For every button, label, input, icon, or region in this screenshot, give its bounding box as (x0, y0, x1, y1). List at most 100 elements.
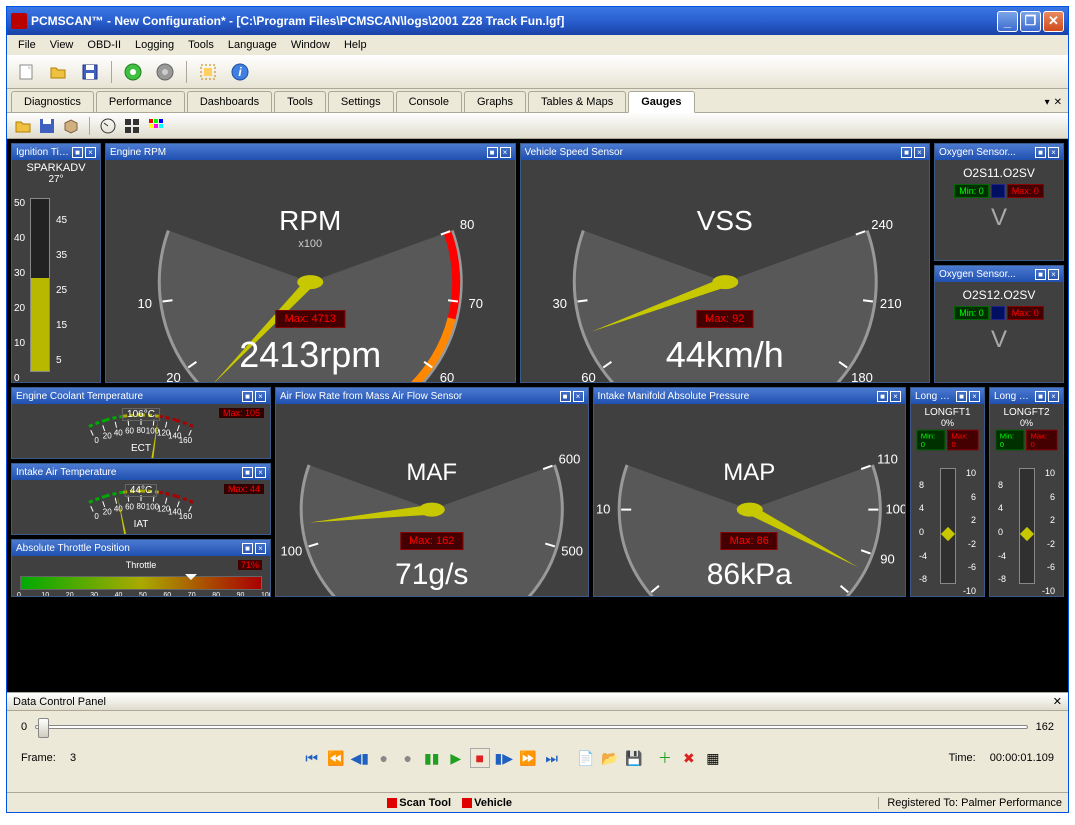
tab-performance[interactable]: Performance (96, 91, 185, 112)
new-log-icon[interactable]: 📄 (576, 748, 596, 768)
stop-button[interactable]: ■ (470, 748, 490, 768)
menu-tools[interactable]: Tools (181, 37, 221, 53)
tab-console[interactable]: Console (396, 91, 462, 112)
tab-tools[interactable]: Tools (274, 91, 326, 112)
info-button[interactable]: i (227, 59, 253, 85)
dashboard: Ignition Timi...■× SPARKADV 27° 50403020… (7, 139, 1068, 692)
tab-diagnostics[interactable]: Diagnostics (11, 91, 94, 112)
skip-start-button[interactable]: ⏮ (302, 748, 322, 768)
vehicle-label: Vehicle (474, 797, 512, 809)
svg-text:80: 80 (137, 426, 146, 435)
panel-min-icon[interactable]: ■ (242, 543, 253, 554)
ffwd-button[interactable]: ⏩ (518, 748, 538, 768)
svg-text:160: 160 (179, 436, 193, 445)
panel-min-icon[interactable]: ■ (242, 391, 253, 402)
menu-window[interactable]: Window (284, 37, 337, 53)
panel-title: Engine RPM (110, 147, 485, 158)
layout-button[interactable] (195, 59, 221, 85)
open-log-icon[interactable]: 📂 (600, 748, 620, 768)
rewind-button[interactable]: ⏪ (326, 748, 346, 768)
tab-graphs[interactable]: Graphs (464, 91, 526, 112)
panel-min-icon[interactable]: ■ (1035, 391, 1046, 402)
panel-close-icon[interactable]: × (914, 147, 925, 158)
panel-close-icon[interactable]: × (1048, 391, 1059, 402)
gauge-value: 2413rpm (106, 334, 515, 376)
tab-settings[interactable]: Settings (328, 91, 394, 112)
tab-gauges[interactable]: Gauges (628, 91, 694, 113)
scan-tool-swatch (387, 798, 397, 808)
panel-min-icon[interactable]: ■ (242, 467, 253, 478)
panel-close-icon[interactable]: × (969, 391, 980, 402)
tab-tables---maps[interactable]: Tables & Maps (528, 91, 626, 112)
add-marker-icon[interactable]: ＋ (655, 748, 675, 768)
menu-obd-ii[interactable]: OBD-II (80, 37, 128, 53)
panel-close-icon[interactable]: × (85, 147, 96, 158)
gauge-label: ECT (131, 443, 151, 454)
main-toolbar: i (7, 55, 1068, 89)
dcp-close-icon[interactable]: ✕ (1053, 695, 1062, 708)
gauge-dial-icon[interactable] (98, 116, 118, 136)
menu-view[interactable]: View (43, 37, 81, 53)
save-icon[interactable] (37, 116, 57, 136)
menu-language[interactable]: Language (221, 37, 284, 53)
menu-logging[interactable]: Logging (128, 37, 181, 53)
connect-button[interactable] (120, 59, 146, 85)
gauge-max: Max: 86 (721, 532, 778, 550)
slider-min: 0 (21, 721, 27, 733)
play-button[interactable]: ▶ (446, 748, 466, 768)
panel-title: Oxygen Sensor... (939, 269, 1033, 280)
panel-close-icon[interactable]: × (255, 391, 266, 402)
record-button[interactable]: ● (398, 748, 418, 768)
panel-close-icon[interactable]: × (1048, 269, 1059, 280)
panel-min-icon[interactable]: ■ (1035, 269, 1046, 280)
svg-text:40: 40 (114, 428, 123, 437)
save-log-icon[interactable]: 💾 (624, 748, 644, 768)
panel-min-icon[interactable]: ■ (901, 147, 912, 158)
panel-close-icon[interactable]: × (500, 147, 511, 158)
panel-min-icon[interactable]: ■ (877, 391, 888, 402)
layout-grid-icon[interactable] (122, 116, 142, 136)
open-file-button[interactable] (45, 59, 71, 85)
new-file-button[interactable] (13, 59, 39, 85)
save-button[interactable] (77, 59, 103, 85)
grid-icon[interactable]: ▦ (703, 748, 723, 768)
panel-min-icon[interactable]: ■ (72, 147, 83, 158)
panel-close-icon[interactable]: × (573, 391, 584, 402)
remove-marker-icon[interactable]: ✖ (679, 748, 699, 768)
record-off-button[interactable]: ● (374, 748, 394, 768)
box-icon[interactable] (61, 116, 81, 136)
tab-dashboards[interactable]: Dashboards (187, 91, 272, 112)
menu-file[interactable]: File (11, 37, 43, 53)
tabstrip-close[interactable]: ✕ (1054, 97, 1062, 108)
panel-min-icon[interactable]: ■ (1035, 147, 1046, 158)
panel-close-icon[interactable]: × (255, 467, 266, 478)
menu-help[interactable]: Help (337, 37, 374, 53)
maximize-button[interactable]: ❐ (1020, 11, 1041, 32)
panel-close-icon[interactable]: × (255, 543, 266, 554)
panel-close-icon[interactable]: × (890, 391, 901, 402)
panel-min-icon[interactable]: ■ (560, 391, 571, 402)
tabstrip-dropdown[interactable]: ▾ (1045, 97, 1050, 108)
panel-title: Absolute Throttle Position (16, 543, 240, 554)
panel-min-icon[interactable]: ■ (956, 391, 967, 402)
open-icon[interactable] (13, 116, 33, 136)
disconnect-button[interactable] (152, 59, 178, 85)
panel-close-icon[interactable]: × (1048, 147, 1059, 158)
minimize-button[interactable]: _ (997, 11, 1018, 32)
gauge-sublabel: x100 (106, 238, 515, 250)
skip-end-button[interactable]: ⏭ (542, 748, 562, 768)
timeline-slider[interactable] (35, 725, 1028, 729)
step-back-button[interactable]: ◀▮ (350, 748, 370, 768)
menubar: FileViewOBD-IILoggingToolsLanguageWindow… (7, 35, 1068, 55)
gauge-cur (991, 306, 1005, 320)
gauge-value: 44°C (125, 484, 157, 497)
pause-button[interactable]: ▮▮ (422, 748, 442, 768)
slider-max: 162 (1036, 721, 1054, 733)
panel-title: Oxygen Sensor... (939, 147, 1033, 158)
svg-text:100: 100 (885, 502, 905, 517)
slider-thumb[interactable] (38, 718, 49, 738)
panel-min-icon[interactable]: ■ (487, 147, 498, 158)
close-button[interactable]: ✕ (1043, 11, 1064, 32)
color-palette-icon[interactable] (146, 116, 166, 136)
step-fwd-button[interactable]: ▮▶ (494, 748, 514, 768)
